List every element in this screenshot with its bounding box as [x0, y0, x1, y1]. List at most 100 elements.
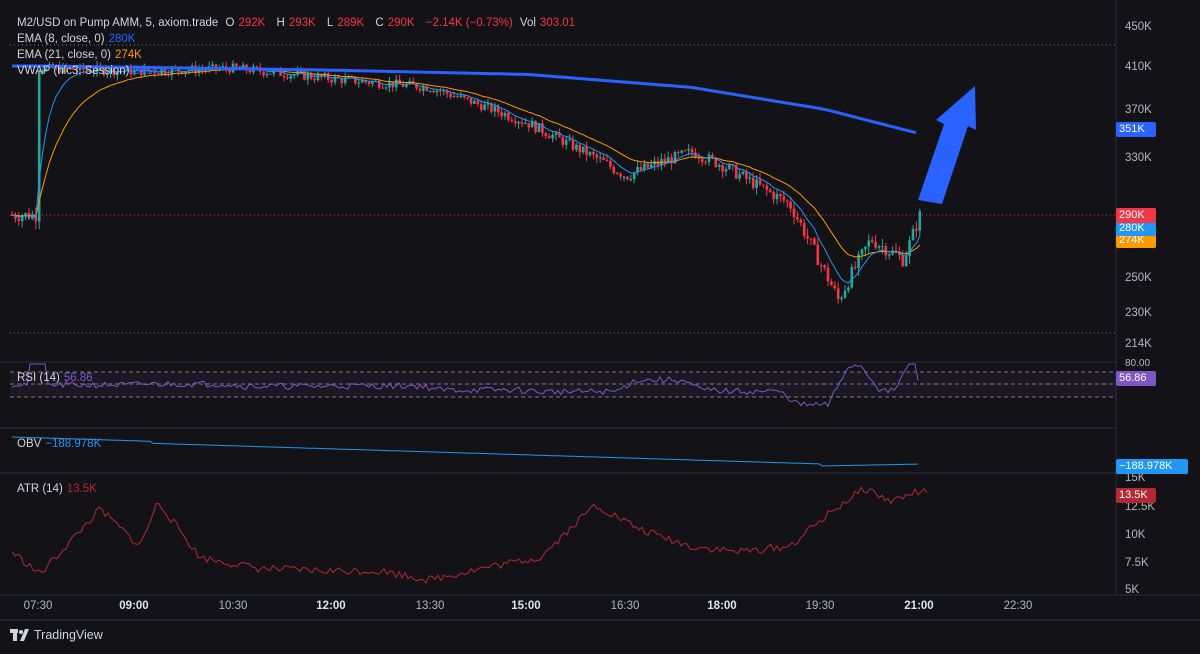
price-tick: 230K [1125, 307, 1152, 319]
candle-body [459, 95, 463, 98]
price-tick: 450K [1125, 21, 1152, 33]
candle-body [299, 71, 303, 73]
candle-body [619, 173, 622, 177]
candle-body [513, 121, 517, 124]
candle-body [830, 281, 833, 286]
vwap-value: 351K [133, 65, 161, 77]
atr-legend[interactable]: ATR (14) 13.5K [17, 481, 101, 497]
rsi-legend[interactable]: RSI (14) 56.86 [17, 370, 97, 386]
obv-legend[interactable]: OBV −188.978K [17, 436, 105, 452]
candle-body [156, 73, 160, 75]
candle-body [673, 151, 677, 164]
symbol-title: M2/USD on Pump AMM, 5, axiom.trade [17, 17, 219, 29]
candle-body [360, 80, 364, 83]
ema8-line [11, 66, 921, 284]
candle-body [24, 213, 27, 217]
atr-line [11, 486, 928, 584]
candle-body [282, 75, 286, 78]
price-tick: 330K [1125, 152, 1152, 164]
candle-body [262, 71, 265, 76]
candle-body [908, 240, 911, 257]
vwap-tag: 351K [1116, 122, 1156, 137]
ema8-legend[interactable]: EMA (8, close, 0) 280K [17, 31, 139, 47]
candle-body [779, 194, 782, 197]
tradingview-logo-icon [10, 629, 29, 641]
vwap-label: VWAP (hlc3, Session) [17, 65, 130, 77]
candle-body [785, 200, 789, 202]
candle-body [235, 63, 238, 67]
candle-body [721, 165, 724, 172]
candle-body [116, 71, 119, 76]
candle-body [347, 76, 350, 78]
candle-body [605, 160, 609, 162]
time-tick: 13:30 [415, 600, 445, 612]
candle-body [768, 189, 772, 192]
candle-body [802, 222, 806, 237]
candle-body [860, 249, 864, 255]
candle-body [92, 72, 95, 74]
candle-body [544, 133, 548, 137]
candle-body [153, 70, 157, 74]
candle-body [571, 139, 575, 150]
candle-body [133, 69, 136, 75]
vwap-legend[interactable]: VWAP (hlc3, Session) 351K [17, 63, 164, 79]
candle-body [663, 158, 667, 163]
candle-body [711, 154, 714, 158]
time-tick: 12:00 [316, 600, 346, 612]
candle-body [306, 73, 310, 80]
candle-body [456, 96, 459, 98]
atr-tag: 13.5K [1116, 488, 1156, 503]
candle-body [265, 74, 269, 76]
candle-body [95, 65, 99, 73]
candle-body [316, 74, 320, 81]
candle-body [887, 254, 891, 256]
ema8-value: 280K [108, 33, 136, 45]
atr-tick: 12.5K [1125, 501, 1156, 513]
candle-body [840, 297, 843, 300]
candle-body [677, 151, 680, 153]
candle-body [286, 77, 289, 79]
candle-body [690, 148, 694, 153]
rsi-line [11, 363, 919, 408]
candle-body [578, 144, 582, 153]
candle-body [857, 254, 860, 268]
volume-label: Vol [519, 17, 536, 29]
low-label: L [326, 17, 334, 29]
candle-body [809, 238, 813, 240]
candle-body [595, 154, 599, 158]
candle-body [728, 164, 731, 169]
main-legend: M2/USD on Pump AMM, 5, axiom.trade O 292K… [17, 15, 583, 31]
candle-body [180, 71, 184, 74]
high-value: 293K [288, 17, 316, 29]
rsi-tick: 80.00 [1125, 358, 1151, 369]
candle-body [700, 158, 704, 162]
high-label: H [276, 17, 285, 29]
candle-body [765, 185, 769, 190]
ema21-legend[interactable]: EMA (21, close, 0) 274K [17, 47, 146, 63]
candle-body [214, 64, 218, 70]
candle-body [490, 103, 493, 112]
candle-body [898, 252, 901, 256]
atr-tick: 10K [1125, 529, 1146, 541]
candle-body [632, 172, 636, 180]
candle-body [870, 240, 874, 242]
candle-body [843, 290, 847, 298]
candle-body [694, 152, 697, 158]
candle-body [473, 100, 476, 104]
tradingview-logo[interactable]: TradingView [10, 628, 103, 642]
candle-body [615, 172, 619, 174]
candle-body [792, 208, 796, 218]
ema21-value: 274K [114, 49, 142, 61]
candle-body [598, 157, 602, 159]
candle-body [748, 177, 752, 179]
candle-body [320, 74, 323, 77]
brand-name: TradingView [34, 628, 103, 642]
candle-body [911, 228, 915, 241]
candle-body [602, 157, 605, 161]
candle-body [415, 84, 418, 89]
candle-body [371, 81, 374, 84]
candle-body [561, 137, 565, 145]
time-tick: 09:00 [119, 600, 149, 612]
candle-body [269, 73, 272, 75]
